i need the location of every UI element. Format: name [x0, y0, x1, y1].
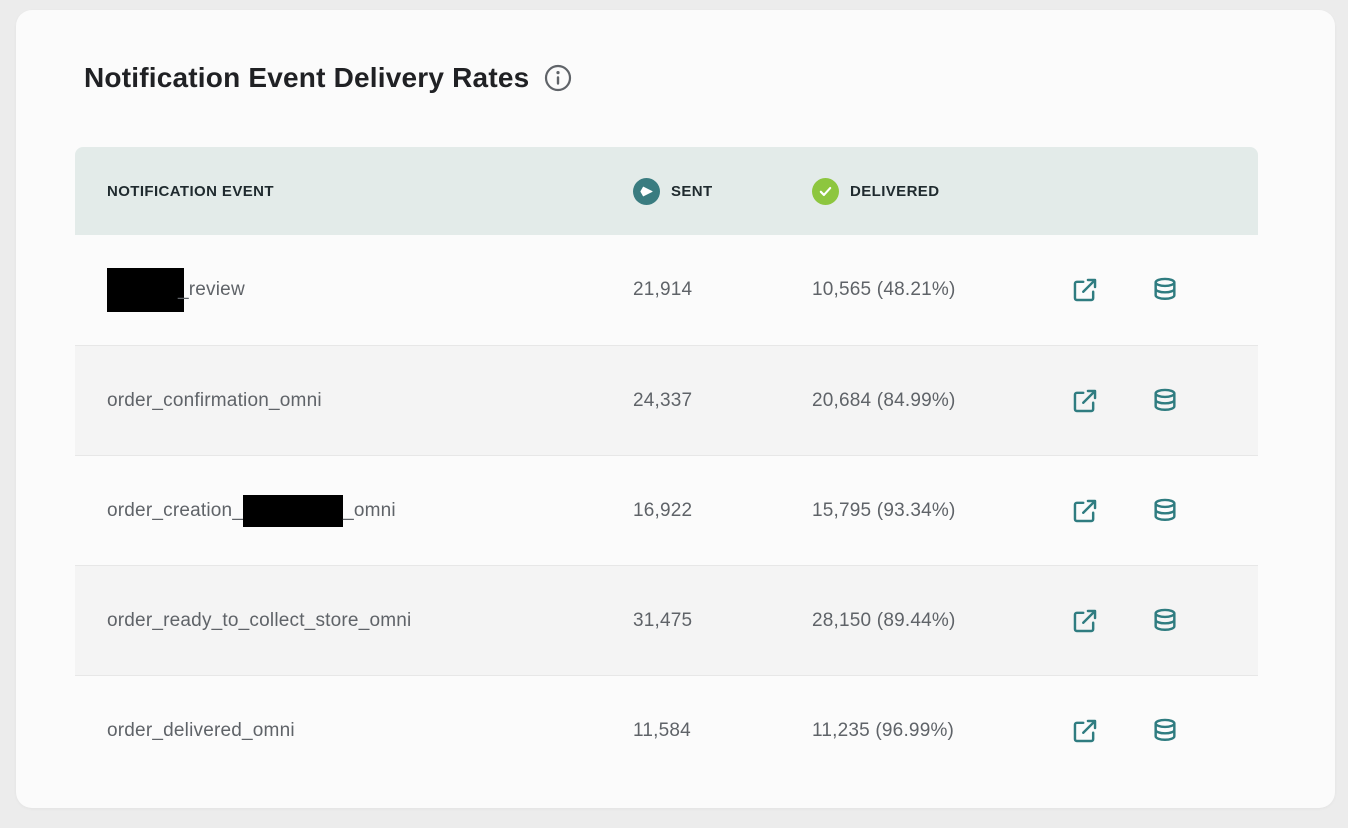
delivered-value: 10,565 (48.21%)	[812, 279, 956, 300]
view-data-button[interactable]	[1150, 606, 1180, 636]
column-header-delivered: DELIVERED	[812, 177, 1070, 205]
info-icon	[544, 64, 572, 92]
row-actions	[1070, 496, 1226, 526]
open-external-button[interactable]	[1070, 386, 1100, 416]
row-actions	[1070, 606, 1226, 636]
open-external-button[interactable]	[1070, 606, 1100, 636]
row-actions	[1070, 716, 1226, 746]
event-name-cell: order_ready_to_collect_store_omni	[107, 610, 633, 632]
table-row: order_creation_ _omni 16,922 15,795 (93.3…	[75, 455, 1258, 565]
event-name-text: order_creation_	[107, 499, 244, 521]
external-link-icon	[1071, 717, 1099, 745]
column-header-notification-event: NOTIFICATION EVENT	[107, 183, 633, 200]
delivered-value: 15,795 (93.34%)	[812, 499, 956, 521]
delivered-value: 11,235 (96.99%)	[812, 719, 955, 741]
redaction-box	[243, 494, 344, 527]
external-link-icon	[1071, 607, 1099, 635]
event-name-text: order_confirmation_omni	[107, 389, 322, 411]
database-icon	[1151, 497, 1179, 525]
check-icon	[812, 177, 839, 205]
send-icon	[633, 177, 660, 205]
sent-value: 16,922	[633, 499, 693, 521]
title-info-button[interactable]	[543, 63, 573, 93]
column-label: DELIVERED	[850, 182, 940, 200]
view-data-button[interactable]	[1150, 716, 1180, 746]
delivered-value: 20,684 (84.99%)	[812, 389, 956, 411]
table-row: order_delivered_omni 11,584 11,235 (96.9…	[75, 675, 1258, 785]
delivery-rates-card: Notification Event Delivery Rates NOTIFI…	[16, 10, 1335, 808]
table-row: _review 21,914 10,565 (48.21%)	[75, 235, 1258, 345]
database-icon	[1151, 717, 1179, 745]
column-label: SENT	[671, 182, 713, 200]
row-actions	[1070, 386, 1226, 416]
database-icon	[1151, 607, 1179, 635]
row-actions	[1070, 275, 1226, 305]
sent-value: 31,475	[633, 609, 693, 631]
event-name-cell: order_delivered_omni	[107, 720, 633, 742]
page-title: Notification Event Delivery Rates	[84, 62, 530, 93]
event-name-text: order_delivered_omni	[107, 719, 295, 741]
event-name-cell: order_creation_ _omni	[107, 494, 633, 527]
sent-value: 11,584	[633, 719, 691, 741]
event-name-text: _review	[178, 279, 245, 301]
view-data-button[interactable]	[1150, 496, 1180, 526]
database-icon	[1151, 276, 1179, 304]
column-header-sent: SENT	[633, 177, 812, 205]
sent-value: 21,914	[633, 279, 693, 300]
event-name-cell: _review	[107, 268, 633, 312]
event-name-text: order_ready_to_collect_store_omni	[107, 609, 412, 631]
open-external-button[interactable]	[1070, 496, 1100, 526]
open-external-button[interactable]	[1070, 716, 1100, 746]
open-external-button[interactable]	[1070, 275, 1100, 305]
card-header: Notification Event Delivery Rates	[84, 62, 1335, 94]
redaction-box	[107, 268, 184, 312]
table-row: order_ready_to_collect_store_omni 31,475…	[75, 565, 1258, 675]
external-link-icon	[1071, 497, 1099, 525]
external-link-icon	[1071, 387, 1099, 415]
column-label: NOTIFICATION EVENT	[107, 182, 274, 200]
table-row: order_confirmation_omni 24,337 20,684 (8…	[75, 345, 1258, 455]
delivered-value: 28,150 (89.44%)	[812, 609, 956, 631]
database-icon	[1151, 387, 1179, 415]
event-name-text: _omni	[343, 499, 396, 521]
view-data-button[interactable]	[1150, 275, 1180, 305]
event-name-cell: order_confirmation_omni	[107, 390, 633, 412]
view-data-button[interactable]	[1150, 386, 1180, 416]
external-link-icon	[1071, 276, 1099, 304]
sent-value: 24,337	[633, 389, 693, 411]
table-header-row: NOTIFICATION EVENT SENT DELIVERED	[75, 147, 1258, 235]
delivery-rates-table: NOTIFICATION EVENT SENT DELIVERED	[75, 147, 1258, 785]
